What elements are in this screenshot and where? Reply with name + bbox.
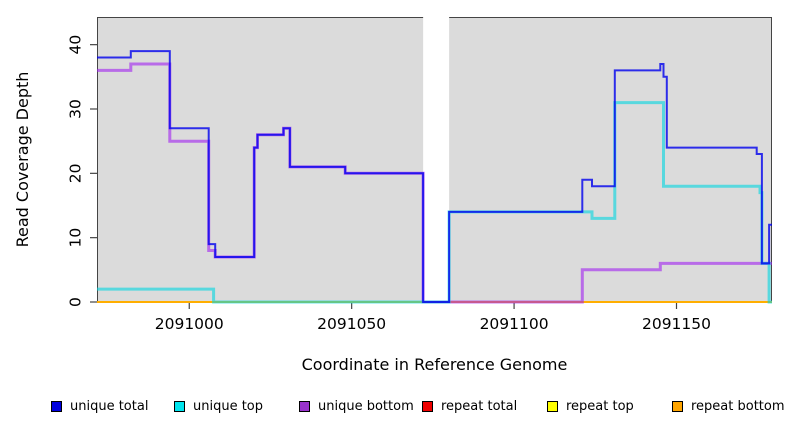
no-data-gap-band bbox=[423, 11, 450, 303]
x-tick-label: 2091150 bbox=[642, 315, 711, 333]
legend-item-repeat-total: repeat total bbox=[422, 398, 517, 414]
y-axis-title: Read Coverage Depth bbox=[13, 72, 32, 248]
legend-item-unique-total: unique total bbox=[51, 398, 148, 414]
legend-label: repeat total bbox=[441, 398, 518, 414]
x-tick-label: 2091000 bbox=[155, 315, 224, 333]
legend-item-unique-top: unique top bbox=[174, 398, 263, 414]
y-tick-label: 0 bbox=[67, 297, 85, 307]
legend-label: repeat bottom bbox=[691, 398, 785, 414]
legend-label: repeat top bbox=[566, 398, 634, 414]
unique-bottom-swatch bbox=[299, 400, 310, 412]
legend-label: unique total bbox=[70, 398, 149, 414]
x-tick-label: 2091100 bbox=[480, 315, 549, 333]
repeat-bottom-swatch bbox=[672, 400, 683, 412]
unique-total-swatch bbox=[51, 400, 62, 412]
legend-item-repeat-top: repeat top bbox=[547, 398, 634, 414]
repeat-top-swatch bbox=[547, 400, 558, 412]
y-tick-label: 30 bbox=[67, 99, 85, 119]
y-tick-label: 20 bbox=[67, 163, 85, 183]
y-tick-label: 40 bbox=[67, 35, 85, 55]
legend-item-repeat-bottom: repeat bottom bbox=[672, 398, 785, 414]
repeat-total-swatch bbox=[422, 400, 433, 412]
series-unique-total bbox=[97, 50, 772, 303]
chart-legend: unique total unique top unique bottom re… bbox=[0, 398, 792, 418]
unique-top-swatch bbox=[174, 400, 185, 412]
legend-label: unique top bbox=[193, 398, 264, 414]
legend-item-unique-bottom: unique bottom bbox=[299, 398, 414, 414]
y-tick-label: 10 bbox=[67, 228, 85, 248]
x-tick-label: 2091050 bbox=[317, 315, 386, 333]
x-axis-title: Coordinate in Reference Genome bbox=[302, 355, 568, 374]
legend-label: unique bottom bbox=[318, 398, 414, 414]
